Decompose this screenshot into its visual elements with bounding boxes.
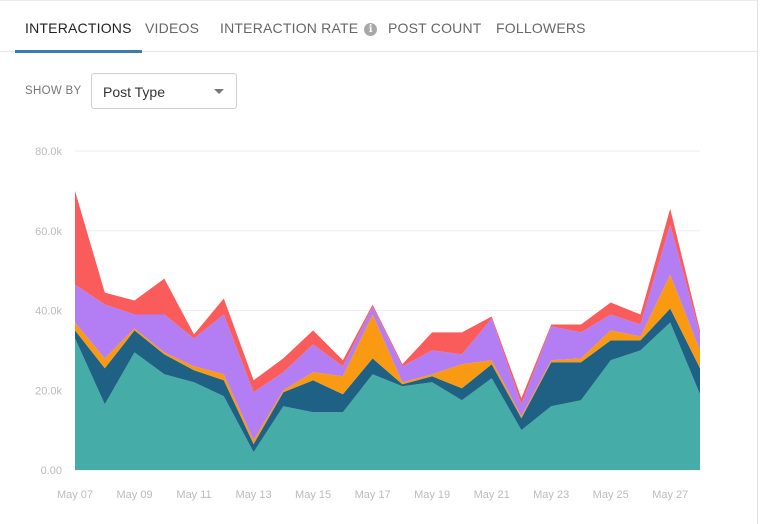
x-tick-label: May 21 <box>474 489 510 501</box>
x-tick-label: May 15 <box>295 489 331 501</box>
y-axis: 0.00 20.0k 40.0k 60.0k 80.0k <box>35 146 62 477</box>
metric-tabs: INTERACTIONS VIDEOS INTERACTION RATE i PO… <box>0 1 758 53</box>
tab-videos[interactable]: VIDEOS <box>145 20 200 36</box>
y-tick-label: 40.0k <box>35 306 62 318</box>
x-tick-label: May 19 <box>414 489 450 501</box>
tab-followers[interactable]: FOLLOWERS <box>496 20 586 36</box>
info-icon[interactable]: i <box>364 23 378 36</box>
x-tick-label: May 07 <box>57 489 93 501</box>
x-tick-label: May 11 <box>176 489 211 501</box>
x-axis: May 07 May 09 May 11 May 13 May 15 May 17 May … <box>57 489 688 501</box>
y-tick-label: 20.0k <box>35 385 62 397</box>
x-tick-label: May 27 <box>652 489 688 501</box>
x-tick-label: May 13 <box>236 489 272 501</box>
area-series-4[interactable] <box>75 224 700 441</box>
chart-areas <box>75 190 700 471</box>
x-tick-label: May 09 <box>116 489 152 501</box>
area-series-3[interactable] <box>75 274 700 445</box>
x-tick-label: May 23 <box>533 489 569 501</box>
x-tick-label: May 17 <box>355 489 391 501</box>
x-tick-label: May 25 <box>593 489 629 501</box>
tab-interactions[interactable]: INTERACTIONS <box>15 1 142 53</box>
post-type-select[interactable]: Post Type <box>91 73 237 109</box>
area-series-1[interactable] <box>75 322 700 471</box>
post-type-select-value: Post Type <box>103 84 166 100</box>
show-by-label: SHOW BY <box>25 85 82 97</box>
y-tick-label: 60.0k <box>35 226 62 238</box>
y-tick-label: 80.0k <box>35 146 62 158</box>
y-tick-label: 0.00 <box>41 465 62 477</box>
area-series-2[interactable] <box>75 308 700 453</box>
chevron-down-icon <box>214 89 224 94</box>
tab-interaction-rate-label: INTERACTION RATE <box>220 20 359 36</box>
tab-post-count[interactable]: POST COUNT <box>388 20 482 36</box>
tab-interaction-rate[interactable]: INTERACTION RATE i <box>220 1 378 52</box>
